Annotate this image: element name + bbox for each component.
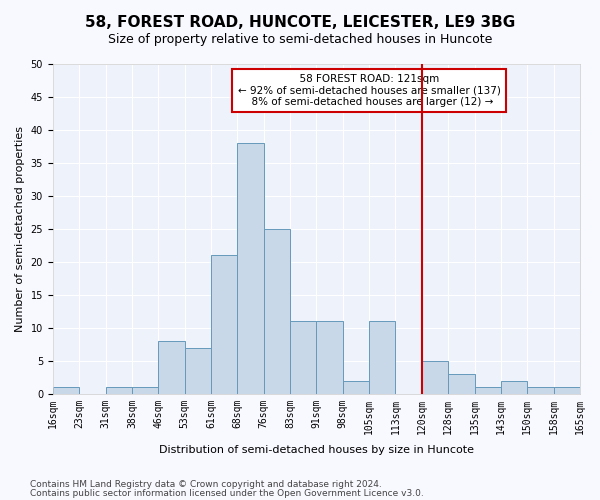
Text: Contains public sector information licensed under the Open Government Licence v3: Contains public sector information licen… (30, 488, 424, 498)
Bar (106, 387, 132, 394)
Bar (263, 229, 290, 394)
Bar (238, 143, 263, 394)
Y-axis label: Number of semi-detached properties: Number of semi-detached properties (15, 126, 25, 332)
Text: Contains HM Land Registry data © Crown copyright and database right 2024.: Contains HM Land Registry data © Crown c… (30, 480, 382, 489)
Bar (211, 256, 238, 394)
Bar (369, 321, 395, 394)
Bar (132, 387, 158, 394)
Bar (343, 380, 369, 394)
Bar (422, 361, 448, 394)
Text: 58, FOREST ROAD, HUNCOTE, LEICESTER, LE9 3BG: 58, FOREST ROAD, HUNCOTE, LEICESTER, LE9… (85, 15, 515, 30)
X-axis label: Distribution of semi-detached houses by size in Huncote: Distribution of semi-detached houses by … (159, 445, 474, 455)
Bar (448, 374, 475, 394)
Bar (185, 348, 211, 394)
Bar (527, 387, 554, 394)
Bar (501, 380, 527, 394)
Bar (475, 387, 501, 394)
Bar (316, 321, 343, 394)
Text: 58 FOREST ROAD: 121sqm  
← 92% of semi-detached houses are smaller (137)
  8% of: 58 FOREST ROAD: 121sqm ← 92% of semi-det… (238, 74, 500, 107)
Text: Size of property relative to semi-detached houses in Huncote: Size of property relative to semi-detach… (108, 32, 492, 46)
Bar (158, 341, 185, 394)
Bar (554, 387, 580, 394)
Bar (53, 387, 79, 394)
Bar (290, 321, 316, 394)
